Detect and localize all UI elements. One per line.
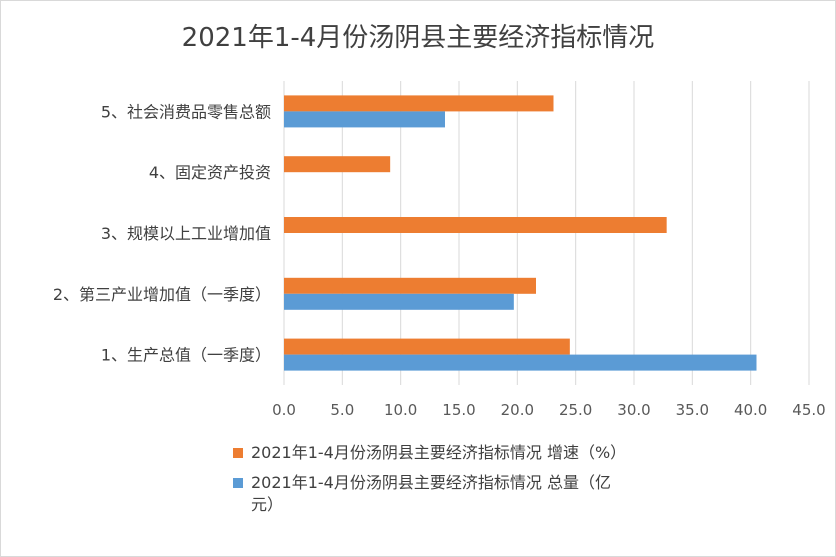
x-tick-label: 35.0 (676, 401, 709, 419)
legend-item-growth: 2021年1-4月份汤阴县主要经济指标情况 增速（%） (233, 442, 631, 464)
bar-growth (284, 95, 554, 112)
bar-growth (284, 277, 536, 294)
category-label: 5、社会消费品零售总额 (101, 102, 271, 121)
bar-total (284, 111, 445, 128)
bar-growth (284, 217, 667, 233)
category-label: 4、固定资产投资 (149, 163, 271, 182)
chart-title: 2021年1-4月份汤阴县主要经济指标情况 (181, 23, 655, 53)
legend: 2021年1-4月份汤阴县主要经济指标情况 增速（%） 2021年1-4月份汤阴… (233, 442, 631, 524)
category-label: 3、规模以上工业增加值 (101, 224, 271, 243)
legend-label-total: 2021年1-4月份汤阴县主要经济指标情况 总量（亿元） (251, 473, 611, 514)
legend-item-total: 2021年1-4月份汤阴县主要经济指标情况 总量（亿元） (233, 472, 631, 516)
bar-total (284, 354, 757, 371)
x-tick-label: 5.0 (330, 401, 354, 419)
bar-growth (284, 156, 391, 173)
x-tick-label: 40.0 (734, 401, 767, 419)
x-tick-label: 45.0 (792, 401, 825, 419)
x-tick-label: 0.0 (272, 401, 296, 419)
bar-growth (284, 338, 570, 355)
x-tick-label: 15.0 (442, 401, 475, 419)
category-label: 2、第三产业增加值（一季度） (53, 285, 271, 304)
x-tick-label: 30.0 (617, 401, 650, 419)
x-tick-label: 25.0 (559, 401, 592, 419)
legend-swatch-growth (233, 448, 243, 458)
legend-label-growth: 2021年1-4月份汤阴县主要经济指标情况 增速（%） (251, 443, 627, 462)
x-tick-label: 10.0 (384, 401, 417, 419)
category-label: 1、生产总值（一季度） (101, 346, 271, 365)
x-tick-label: 20.0 (501, 401, 534, 419)
bar-total (284, 293, 514, 310)
legend-swatch-total (233, 478, 243, 488)
